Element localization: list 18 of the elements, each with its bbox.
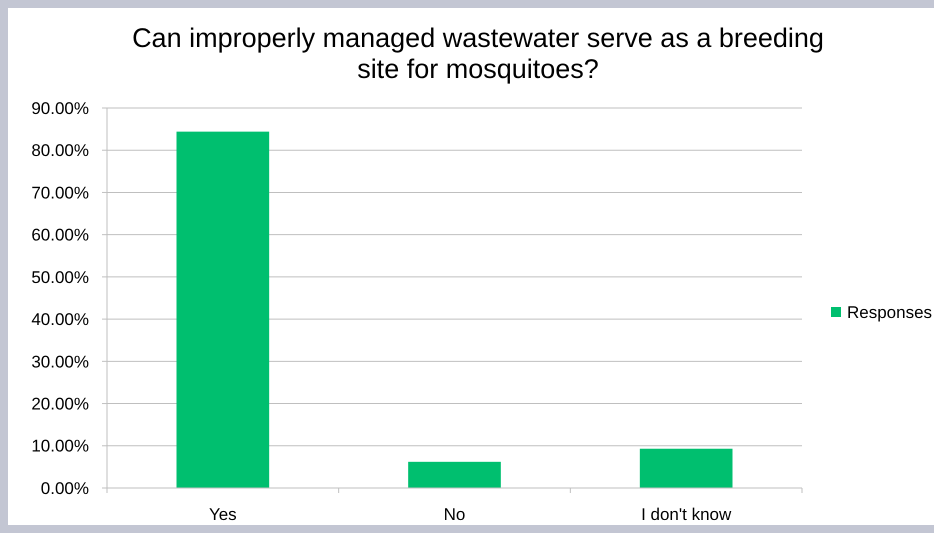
bar [176, 132, 270, 488]
y-tick-label: 50.00% [31, 268, 89, 287]
y-tick-label: 70.00% [31, 183, 89, 202]
y-tick-label: 20.00% [31, 394, 89, 414]
x-tick-label: I don't know [641, 504, 732, 524]
bar [408, 462, 501, 488]
legend-label: Responses [847, 302, 932, 322]
x-tick-label: Yes [208, 504, 237, 524]
y-tick-label: 90.00% [31, 98, 89, 118]
chart-title: Can improperly managed wastewater serve as a breeding site for mosquitoes? [132, 23, 824, 84]
y-tick-label: 60.00% [31, 226, 89, 245]
y-tick-label: 10.00% [31, 436, 89, 456]
y-tick-label: 0.00% [40, 478, 89, 498]
y-tick-label: 30.00% [31, 352, 89, 372]
x-tick-label: No [444, 504, 466, 524]
y-tick-label: 40.00% [31, 310, 89, 330]
bar [640, 448, 732, 488]
y-tick-label: 80.00% [31, 141, 89, 160]
